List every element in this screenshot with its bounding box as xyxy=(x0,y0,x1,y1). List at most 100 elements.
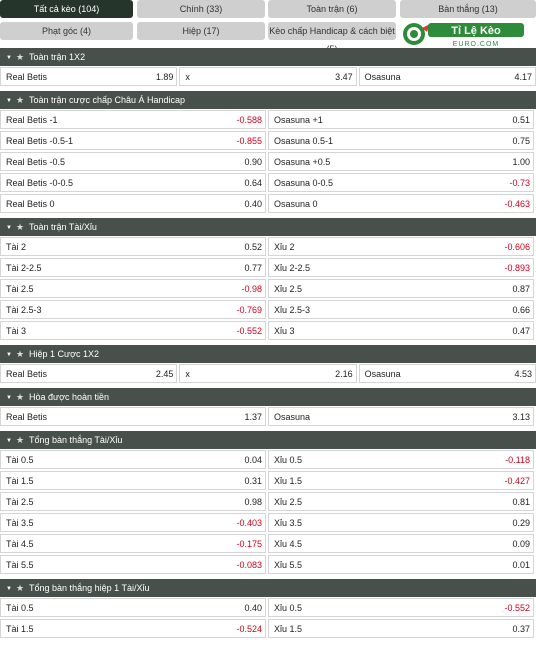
odds-cell[interactable]: Xỉu 1.5 0.37 xyxy=(268,619,534,638)
tab-corners[interactable]: Phạt góc (4) xyxy=(0,22,133,40)
odds-cell[interactable]: Tài 0.5 0.40 xyxy=(0,598,266,617)
odds-cell[interactable]: Xỉu 2.5 0.81 xyxy=(268,492,534,511)
odds-cell[interactable]: Tài 5.5 -0.083 xyxy=(0,555,266,574)
star-icon[interactable]: ★ xyxy=(15,52,25,62)
odds-cell[interactable]: Tài 1.5 0.31 xyxy=(0,471,266,490)
odds-value: 0.04 xyxy=(244,454,262,465)
selection-label: Osasuna +0.5 xyxy=(274,156,331,167)
tab-full-match[interactable]: Toàn trận (6) xyxy=(268,0,396,18)
selection-label: Real Betis -0-0.5 xyxy=(6,177,74,188)
odds-row: Tài 0.5 0.04 Xỉu 0.5 -0.118 xyxy=(0,449,536,470)
odds-row: Real Betis 1.37 Osasuna 3.13 xyxy=(0,406,536,427)
odds-cell[interactable]: Xỉu 1.5 -0.427 xyxy=(268,471,534,490)
odds-cell[interactable]: Real Betis 1.37 xyxy=(0,407,266,426)
odds-cell[interactable]: Tài 0.5 0.04 xyxy=(0,450,266,469)
odds-cell[interactable]: x 3.47 xyxy=(179,67,357,86)
selection-label: Tài 2-2.5 xyxy=(6,262,42,273)
section-header-total-goals[interactable]: ▼ ★ Tổng bàn thắng Tài/Xỉu xyxy=(0,431,536,449)
odds-cell[interactable]: Real Betis -0.5-1 -0.855 xyxy=(0,131,266,150)
star-icon[interactable]: ★ xyxy=(15,349,25,359)
odds-cell[interactable]: Real Betis -0.5 0.90 xyxy=(0,152,266,171)
tab-handicap[interactable]: Kèo chấp Handicap & cách biệt (5) xyxy=(268,22,396,54)
selection-label: Tài 3 xyxy=(6,325,27,336)
section-header-asian-handicap[interactable]: ▼ ★ Toàn trận cược chấp Châu Á Handicap xyxy=(0,91,536,109)
market-tabs: Tất cả kèo (104) Chính (33) Toàn trận (6… xyxy=(0,0,536,54)
section-header-first-half-goals[interactable]: ▼ ★ Tổng bàn thắng hiệp 1 Tài/Xỉu xyxy=(0,579,536,597)
chevron-down-icon: ▼ xyxy=(6,97,12,104)
odds-cell[interactable]: Tài 2.5-3 -0.769 xyxy=(0,300,266,319)
section-header-draw-no-bet[interactable]: ▼ ★ Hòa được hoàn tiền xyxy=(0,388,536,406)
odds-cell[interactable]: Xỉu 2 -0.606 xyxy=(268,237,534,256)
selection-label: Osasuna +1 xyxy=(274,114,323,125)
odds-cell[interactable]: Real Betis 2.45 xyxy=(0,364,178,383)
odds-cell[interactable]: Xỉu 0.5 -0.552 xyxy=(268,598,534,617)
odds-cell[interactable]: Real Betis -1 -0.588 xyxy=(0,110,266,129)
star-icon[interactable]: ★ xyxy=(15,583,25,593)
odds-cell[interactable]: Tài 4.5 -0.175 xyxy=(0,534,266,553)
section-header-full-1x2[interactable]: ▼ ★ Toàn trận 1X2 xyxy=(0,48,536,66)
odds-value: 0.66 xyxy=(512,304,530,315)
odds-cell[interactable]: Tài 2 0.52 xyxy=(0,237,266,256)
odds-cell[interactable]: Osasuna 4.53 xyxy=(358,364,536,383)
star-icon[interactable]: ★ xyxy=(15,222,25,232)
odds-cell[interactable]: Xỉu 3.5 0.29 xyxy=(268,513,534,532)
tab-all[interactable]: Tất cả kèo (104) xyxy=(0,0,133,18)
odds-value: -0.73 xyxy=(509,177,530,188)
odds-cell[interactable]: Tài 1.5 -0.524 xyxy=(0,619,266,638)
selection-label: Tài 0.5 xyxy=(6,602,34,613)
odds-cell[interactable]: Osasuna +0.5 1.00 xyxy=(268,152,534,171)
odds-row: Tài 3 -0.552 Xỉu 3 0.47 xyxy=(0,320,536,341)
odds-cell[interactable]: Real Betis 1.89 xyxy=(0,67,178,86)
odds-cell[interactable]: Osasuna 4.17 xyxy=(358,67,536,86)
odds-cell[interactable]: Xỉu 3 0.47 xyxy=(268,321,534,340)
odds-cell[interactable]: Osasuna 3.13 xyxy=(268,407,534,426)
odds-cell[interactable]: Xỉu 2-2.5 -0.893 xyxy=(268,258,534,277)
odds-cell[interactable]: Xỉu 4.5 0.09 xyxy=(268,534,534,553)
odds-cell[interactable]: Osasuna +1 0.51 xyxy=(268,110,534,129)
odds-value: 0.64 xyxy=(244,177,262,188)
odds-cell[interactable]: x 2.16 xyxy=(179,364,357,383)
odds-value: -0.606 xyxy=(504,241,530,252)
odds-value: 4.53 xyxy=(514,368,532,379)
selection-label: Xỉu 0.5 xyxy=(274,602,303,613)
odds-row: Real Betis -0.5 0.90 Osasuna +0.5 1.00 xyxy=(0,151,536,172)
star-icon[interactable]: ★ xyxy=(15,95,25,105)
odds-cell[interactable]: Tài 2.5 -0.98 xyxy=(0,279,266,298)
odds-row: Tài 2.5 0.98 Xỉu 2.5 0.81 xyxy=(0,491,536,512)
logo-text: Tỉ Lệ Kèo xyxy=(451,25,501,37)
chevron-down-icon: ▼ xyxy=(6,437,12,444)
odds-value: -0.552 xyxy=(504,602,530,613)
odds-cell[interactable]: Tài 3.5 -0.403 xyxy=(0,513,266,532)
odds-value: -0.98 xyxy=(241,283,262,294)
odds-cell[interactable]: Tài 2.5 0.98 xyxy=(0,492,266,511)
star-icon[interactable]: ★ xyxy=(15,392,25,402)
odds-cell[interactable]: Tài 2-2.5 0.77 xyxy=(0,258,266,277)
odds-value: -0.524 xyxy=(236,623,262,634)
tab-main[interactable]: Chính (33) xyxy=(137,0,265,18)
odds-cell[interactable]: Real Betis 0 0.40 xyxy=(0,194,266,213)
odds-cell[interactable]: Osasuna 0 -0.463 xyxy=(268,194,534,213)
odds-value: 2.45 xyxy=(155,368,174,379)
odds-cell[interactable]: Xỉu 2.5 0.87 xyxy=(268,279,534,298)
odds-cell[interactable]: Xỉu 5.5 0.01 xyxy=(268,555,534,574)
selection-label: Tài 4.5 xyxy=(6,538,34,549)
section-title: Tổng bàn thắng hiệp 1 Tài/Xỉu xyxy=(29,583,150,593)
site-logo[interactable]: Tỉ Lệ Kèo EURO.COM xyxy=(400,20,536,49)
tab-goals[interactable]: Bàn thắng (13) xyxy=(400,0,536,18)
star-icon[interactable]: ★ xyxy=(15,435,25,445)
odds-cell[interactable]: Osasuna 0.5-1 0.75 xyxy=(268,131,534,150)
selection-label: Xỉu 0.5 xyxy=(274,454,303,465)
odds-cell[interactable]: Osasuna 0-0.5 -0.73 xyxy=(268,173,534,192)
odds-row: Real Betis 0 0.40 Osasuna 0 -0.463 xyxy=(0,193,536,214)
odds-cell[interactable]: Xỉu 2.5-3 0.66 xyxy=(268,300,534,319)
odds-value: -0.118 xyxy=(505,454,530,465)
odds-cell[interactable]: Xỉu 0.5 -0.118 xyxy=(268,450,534,469)
odds-value: -0.552 xyxy=(236,325,262,336)
section-header-half-1x2[interactable]: ▼ ★ Hiệp 1 Cược 1X2 xyxy=(0,345,536,363)
tab-half[interactable]: Hiệp (17) xyxy=(137,22,265,40)
odds-cell[interactable]: Real Betis -0-0.5 0.64 xyxy=(0,173,266,192)
odds-cell[interactable]: Tài 3 -0.552 xyxy=(0,321,266,340)
section-header-over-under[interactable]: ▼ ★ Toàn trận Tài/Xỉu xyxy=(0,218,536,236)
odds-value: 1.37 xyxy=(244,411,262,422)
odds-value: 0.01 xyxy=(512,559,530,570)
